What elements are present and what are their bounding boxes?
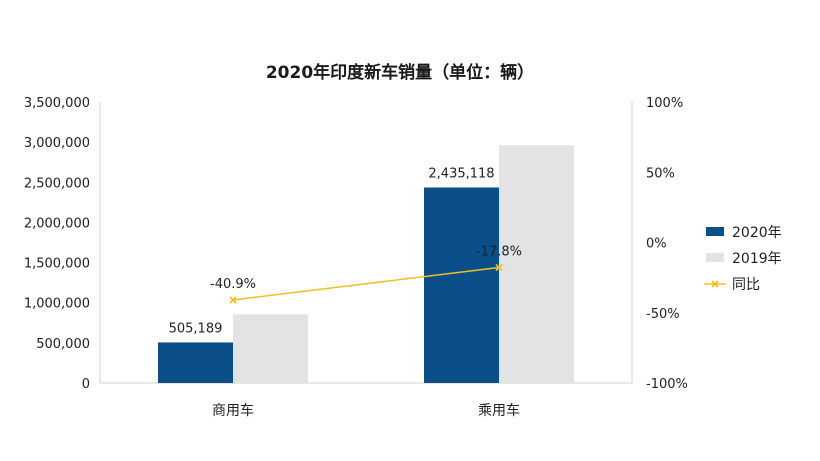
legend-swatch	[706, 227, 724, 236]
chart-title: 2020年印度新车销量（单位：辆）	[266, 62, 534, 83]
category-label: 商用车	[212, 402, 254, 419]
right-tick-label: 100%	[646, 96, 683, 111]
bar	[233, 314, 308, 383]
legend-marker	[711, 280, 719, 288]
left-tick-label: 500,000	[36, 337, 90, 352]
right-tick-label: -100%	[646, 377, 688, 392]
line-series	[232, 266, 500, 301]
line-point	[229, 296, 237, 304]
left-tick-label: 0	[82, 377, 90, 392]
legend-label: 同比	[732, 277, 760, 293]
left-tick-label: 1,000,000	[24, 297, 90, 312]
bar	[158, 342, 233, 383]
line-data-label: -17.8%	[476, 245, 522, 260]
bar	[499, 145, 574, 383]
bar	[424, 187, 499, 383]
bar-data-label: 505,189	[169, 321, 223, 336]
right-tick-label: 0%	[646, 237, 667, 252]
left-tick-label: 2,000,000	[24, 216, 90, 231]
line-data-label: -40.9%	[210, 277, 256, 292]
legend-swatch	[706, 253, 724, 262]
left-tick-label: 3,000,000	[24, 136, 90, 151]
right-tick-label: -50%	[646, 307, 680, 322]
legend-label: 2020年	[732, 225, 782, 241]
plot-area: 0 500,000 1,000,000 1,500,000 2,000,000 2,500…	[24, 96, 688, 419]
bar-data-label: 2,435,118	[428, 166, 494, 181]
left-tick-label: 2,500,000	[24, 176, 90, 191]
line-point	[495, 263, 503, 272]
category-label: 乘用车	[478, 402, 520, 419]
left-tick-label: 1,500,000	[24, 257, 90, 272]
right-tick-label: 50%	[646, 166, 675, 181]
left-tick-label: 3,500,000	[24, 96, 90, 111]
legend-label: 2019年	[732, 251, 782, 267]
